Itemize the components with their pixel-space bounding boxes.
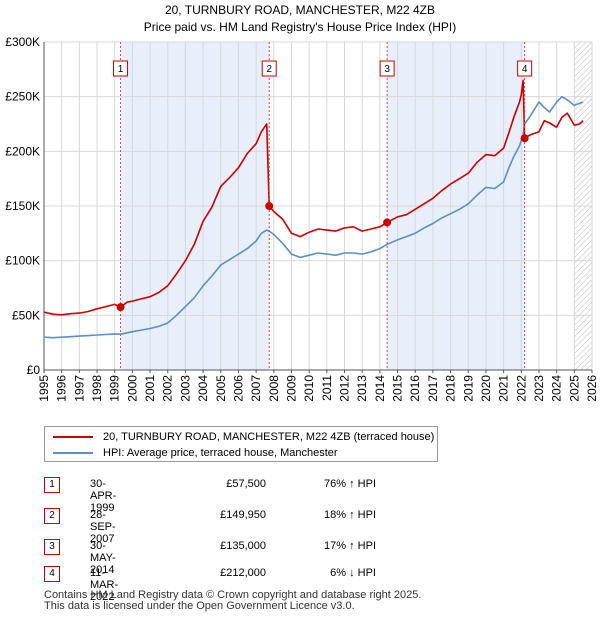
x-tick-label: 2020 [479,375,493,402]
x-tick-label: 2022 [514,375,528,402]
sale-marker-label: 3 [384,64,390,75]
x-tick-label: 2002 [161,375,175,402]
sale-point [116,303,125,312]
transaction-hpi: 18% ↑ HPI [324,509,376,521]
transaction-price: £149,950 [220,509,266,521]
x-tick-label: 2007 [249,375,263,402]
x-tick-label: 2019 [461,375,475,402]
x-tick-label: 2025 [567,375,581,402]
y-tick-label: £100K [5,254,40,268]
y-tick-label: £50K [12,308,40,322]
chart-title: 20, TURNBURY ROAD, MANCHESTER, M22 4ZB [165,3,435,17]
transaction-number: 4 [44,566,60,582]
transaction-hpi: 6% ↓ HPI [330,567,376,579]
sale-marker-box [517,60,533,77]
legend-label-hpi: HPI: Average price, terraced house, Manc… [103,447,338,459]
sale-marker-label: 2 [266,64,272,75]
sale-marker-box [113,60,129,77]
footer-license: This data is licensed under the Open Gov… [44,600,355,612]
transaction-number: 3 [44,539,60,555]
sale-marker-label: 1 [118,64,124,75]
x-tick-label: 1995 [37,375,51,402]
sale-point [265,202,274,211]
x-tick-label: 2018 [444,375,458,402]
chart-subtitle: Price paid vs. HM Land Registry's House … [144,20,456,34]
transaction-price: £212,000 [220,567,266,579]
y-tick-label: £150K [5,199,40,213]
x-tick-label: 2008 [267,375,281,402]
sale-marker-label: 4 [522,64,528,75]
transaction-number: 2 [44,508,60,524]
x-tick-label: 2017 [426,375,440,402]
x-tick-label: 2015 [391,375,405,402]
x-tick-label: 2013 [355,375,369,402]
x-tick-label: 2023 [532,375,546,402]
footer-copyright: Contains HM Land Registry data © Crown c… [44,589,422,601]
x-tick-label: 1998 [90,375,104,402]
transaction-price: £57,500 [226,478,266,490]
x-tick-label: 2006 [231,375,245,402]
property-price-line [43,79,584,316]
x-tick-label: 2014 [373,375,387,402]
x-tick-label: 2009 [284,375,298,402]
x-tick-label: 2003 [178,375,192,402]
transaction-date: 30-APR-1999 [90,478,117,514]
legend-item-property: 20, TURNBURY ROAD, MANCHESTER, M22 4ZB (… [53,429,434,445]
price-chart: 20, TURNBURY ROAD, MANCHESTER, M22 4ZB P… [5,3,599,402]
footer-attribution: Contains HM Land Registry data © Crown c… [44,590,421,612]
sale-marker-box [379,60,395,77]
x-tick-label: 2011 [320,375,334,401]
sale-marker-box [261,60,277,77]
x-tick-label: 2012 [338,375,352,402]
x-tick-label: 2026 [585,375,599,402]
x-tick-label: 2021 [497,375,511,402]
x-tick-label: 1996 [55,375,69,402]
y-tick-label: £250K [5,90,40,104]
transaction-date: 11-MAR-2022 [90,567,119,603]
y-tick-label: £200K [5,144,40,158]
x-tick-label: 1999 [108,375,122,402]
x-tick-label: 1997 [72,375,86,402]
transaction-number: 1 [44,477,60,493]
x-tick-label: 2005 [214,375,228,402]
transaction-hpi: 17% ↑ HPI [324,540,376,552]
y-tick-label: £300K [5,35,40,49]
legend-swatch-property [53,436,93,438]
transaction-price: £135,000 [220,540,266,552]
x-tick-label: 2001 [143,375,157,402]
x-tick-label: 2000 [125,375,139,402]
sale-point [383,218,392,227]
legend-label-property: 20, TURNBURY ROAD, MANCHESTER, M22 4ZB (… [103,431,435,443]
chart-legend: 20, TURNBURY ROAD, MANCHESTER, M22 4ZB (… [44,426,438,462]
x-tick-label: 2016 [408,375,422,402]
transaction-date: 30-MAY-2014 [90,540,116,576]
legend-swatch-hpi [53,452,93,454]
x-tick-label: 2010 [302,375,316,402]
legend-item-hpi: HPI: Average price, terraced house, Manc… [53,445,338,461]
y-tick-label: £0 [27,363,41,377]
sale-point [520,134,529,143]
transaction-date: 28-SEP-2007 [90,509,116,545]
x-tick-label: 2004 [196,375,210,402]
transaction-hpi: 76% ↑ HPI [324,478,376,490]
x-tick-label: 2024 [550,375,564,402]
